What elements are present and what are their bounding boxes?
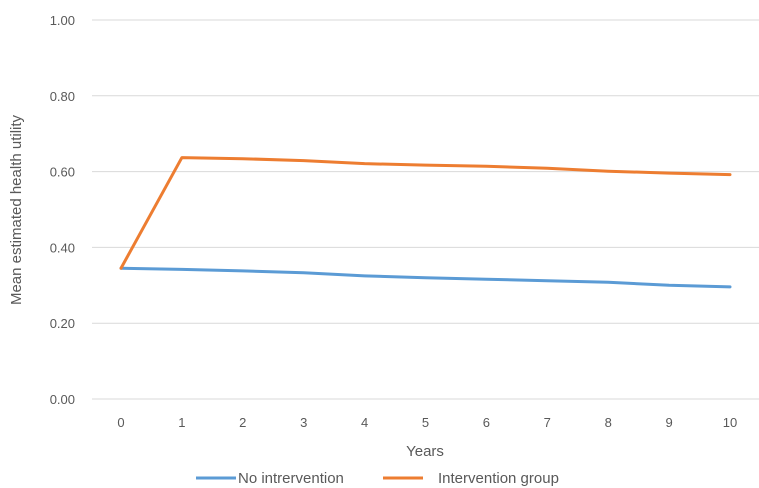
y-tick-label: 0.60: [50, 165, 75, 180]
legend-label-2: Intervention group: [438, 470, 559, 487]
series-lines: [119, 156, 732, 289]
x-tick-label: 7: [544, 415, 551, 430]
x-tick-label: 10: [723, 415, 737, 430]
x-tick-label: 9: [665, 415, 672, 430]
series-line-2: [119, 156, 732, 270]
x-tick-label: 3: [300, 415, 307, 430]
y-tick-label: 0.20: [50, 316, 75, 331]
x-axis-title: Years: [406, 443, 444, 460]
x-tick-labels: 0 1 2 3 4 5 6 7 8 9 10: [117, 415, 737, 430]
y-tick-label: 0.00: [50, 392, 75, 407]
x-tick-label: 4: [361, 415, 368, 430]
gridlines: [92, 19, 759, 400]
x-tick-label: 2: [239, 415, 246, 430]
y-tick-labels: 0.00 0.20 0.40 0.60 0.80 1.00: [50, 13, 75, 407]
y-tick-label: 0.80: [50, 89, 75, 104]
x-tick-label: 6: [483, 415, 490, 430]
x-tick-label: 5: [422, 415, 429, 430]
y-axis-title: Mean estimated health utility: [8, 114, 25, 305]
x-tick-label: 1: [178, 415, 185, 430]
legend: No intrervention Intervention group: [196, 470, 559, 487]
y-tick-label: 0.40: [50, 240, 75, 255]
x-tick-label: 0: [117, 415, 124, 430]
legend-label-1: No intrervention: [238, 470, 344, 487]
y-tick-label: 1.00: [50, 13, 75, 28]
series-line-1: [119, 266, 732, 289]
x-tick-label: 8: [605, 415, 612, 430]
